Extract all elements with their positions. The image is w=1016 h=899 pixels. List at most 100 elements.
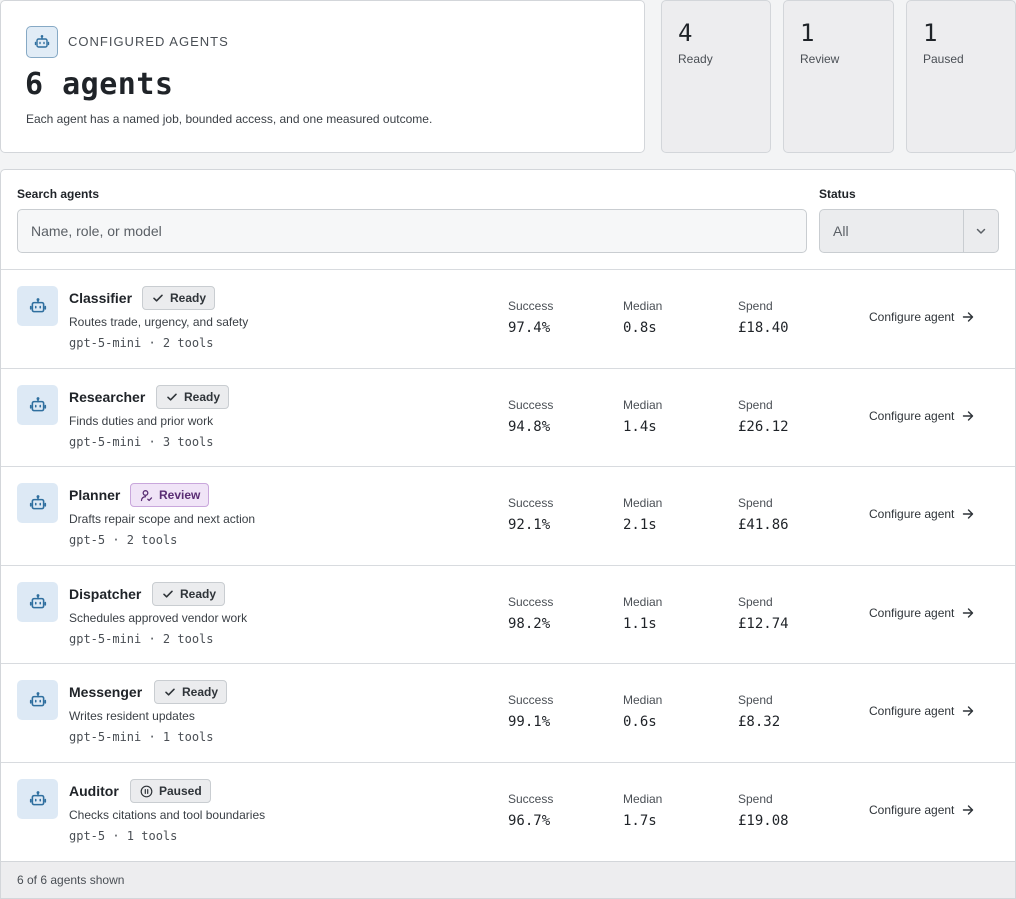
configure-agent-label: Configure agent [869,507,955,521]
header-kicker: CONFIGURED AGENTS [68,34,229,49]
metric-label: Success [508,693,554,707]
metric-spend: Spend £12.74 [738,595,789,632]
metric-median: Median 2.1s [623,496,662,533]
stat-value: 1 [923,19,938,47]
agent-model-meta: gpt-5 · 1 tools [69,829,178,843]
user-check-icon [140,489,153,502]
agent-row: Dispatcher Ready Schedules approved vend… [1,565,1015,664]
status-badge: Ready [152,582,226,606]
status-badge-label: Paused [159,784,202,798]
metric-label: Spend [738,595,773,609]
metric-value: 0.8s [623,320,657,336]
metric-label: Spend [738,792,773,806]
metric-success: Success 99.1% [508,693,553,730]
metric-label: Spend [738,398,773,412]
header-card: CONFIGURED AGENTS 6 agents Each agent ha… [0,0,645,153]
metric-success: Success 94.8% [508,398,553,435]
configure-agent-link[interactable]: Configure agent [869,704,974,718]
agent-model-meta: gpt-5-mini · 1 tools [69,730,214,744]
metric-value: 1.7s [623,813,657,829]
pause-circle-icon [140,785,153,798]
metric-value: 1.4s [623,419,657,435]
metric-median: Median 0.6s [623,693,662,730]
check-icon [164,686,176,698]
robot-icon [17,680,58,720]
status-select-value: All [833,223,849,239]
agent-name: Dispatcher [69,586,142,602]
select-divider [963,210,964,252]
metric-success: Success 98.2% [508,595,553,632]
stat-review: 1 Review [783,0,894,153]
metric-value: 98.2% [508,616,551,632]
metric-spend: Spend £19.08 [738,792,789,829]
metric-value: 96.7% [508,813,551,829]
configure-agent-link[interactable]: Configure agent [869,310,974,324]
metric-label: Success [508,299,554,313]
metric-spend: Spend £26.12 [738,398,789,435]
agent-description: Writes resident updates [69,709,195,723]
metric-value: £8.32 [738,714,781,730]
metric-success: Success 96.7% [508,792,553,829]
metric-median: Median 0.8s [623,299,662,336]
robot-icon [17,385,58,425]
stat-label: Ready [678,52,713,66]
metric-label: Spend [738,299,773,313]
arrow-right-icon [954,311,974,323]
metric-label: Success [508,496,554,510]
agent-name: Auditor [69,783,119,799]
metric-median: Median 1.7s [623,792,662,829]
status-label: Status [819,187,856,201]
metric-value: 0.6s [623,714,657,730]
list-footer: 6 of 6 agents shown [1,861,1015,898]
stat-value: 1 [800,19,815,47]
configure-agent-label: Configure agent [869,606,955,620]
check-icon [162,588,174,600]
agent-model-meta: gpt-5 · 2 tools [69,533,178,547]
agent-row: Planner Review Drafts repair scope and n… [1,466,1015,565]
configure-agent-label: Configure agent [869,704,955,718]
agent-row: Classifier Ready Routes trade, urgency, … [1,269,1015,368]
status-badge-label: Ready [184,390,221,404]
metric-value: £18.40 [738,320,789,336]
agent-description: Checks citations and tool boundaries [69,808,266,822]
check-icon [152,292,164,304]
configure-agent-link[interactable]: Configure agent [869,507,974,521]
configure-agent-label: Configure agent [869,409,955,423]
agent-row: Messenger Ready Writes resident updates … [1,663,1015,762]
metric-median: Median 1.1s [623,595,662,632]
agent-model-meta: gpt-5-mini · 2 tools [69,632,214,646]
agent-model-meta: gpt-5-mini · 2 tools [69,336,214,350]
metric-value: £26.12 [738,419,789,435]
status-badge: Review [130,483,210,507]
robot-icon [26,26,58,58]
metric-label: Spend [738,693,773,707]
arrow-right-icon [954,607,974,619]
status-badge: Ready [142,286,216,310]
configure-agent-link[interactable]: Configure agent [869,409,974,423]
metric-spend: Spend £8.32 [738,693,780,730]
stat-label: Paused [923,52,964,66]
metric-median: Median 1.4s [623,398,662,435]
configure-agent-link[interactable]: Configure agent [869,606,974,620]
metric-value: £41.86 [738,517,789,533]
agent-name: Planner [69,487,121,503]
metric-value: £12.74 [738,616,789,632]
metric-success: Success 92.1% [508,496,553,533]
configure-agent-label: Configure agent [869,310,955,324]
configure-agent-link[interactable]: Configure agent [869,803,974,817]
status-badge-label: Ready [180,587,217,601]
agent-description: Schedules approved vendor work [69,611,248,625]
search-input[interactable] [17,209,807,253]
metric-label: Median [623,595,663,609]
metric-label: Success [508,792,554,806]
metric-label: Median [623,496,663,510]
metric-value: 92.1% [508,517,551,533]
check-icon [166,391,178,403]
metric-value: 99.1% [508,714,551,730]
metric-label: Median [623,398,663,412]
robot-icon [17,779,58,819]
status-select[interactable]: All [819,209,999,253]
status-badge: Ready [154,680,228,704]
stat-ready: 4 Ready [661,0,771,153]
metric-label: Success [508,398,554,412]
